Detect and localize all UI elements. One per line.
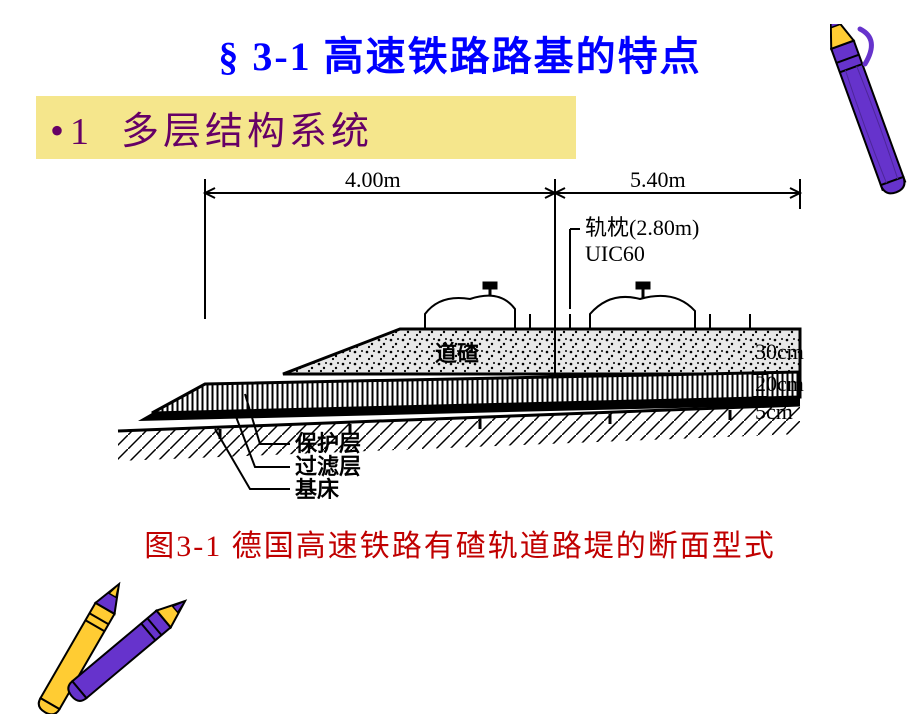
label-filter: 过滤层 [295, 454, 361, 479]
thk-protection: 20cm [755, 371, 804, 396]
label-subgrade: 基床 [295, 477, 340, 499]
figure-caption: 图3-1 德国高速铁路有碴轨道路堤的断面型式 [0, 521, 920, 565]
subtitle-text: 多层结构系统 [121, 100, 373, 155]
label-rail: UIC60 [585, 241, 645, 266]
crayon-decoration-top-right [830, 24, 920, 244]
crayon-decoration-bottom-left [0, 574, 200, 714]
label-sleeper: 轨枕(2.80m) [585, 215, 699, 240]
cross-section-diagram: 4.00m 5.40m 轨枕(2.80m) UIC60 道碴 1:20 [100, 169, 820, 499]
label-ballast: 道碴 [435, 341, 480, 366]
subtitle-number: 1 [70, 110, 89, 154]
label-protection: 保护层 [294, 431, 361, 456]
dim-right-span: 5.40m [630, 169, 686, 192]
bullet-icon: • [50, 107, 64, 154]
thk-ballast: 30cm [755, 339, 804, 364]
dim-left-span: 4.00m [345, 169, 401, 192]
slide-title: § 3-1 高速铁路路基的特点 [0, 24, 920, 82]
subtitle-highlight-box: • 1 多层结构系统 [36, 96, 576, 159]
thk-filter: 5cm [755, 399, 793, 424]
